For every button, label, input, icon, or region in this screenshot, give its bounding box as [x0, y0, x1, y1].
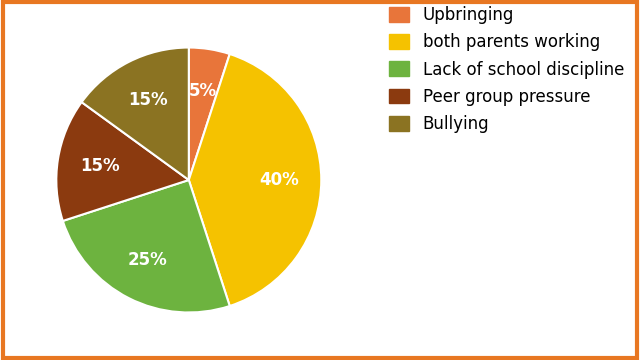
Wedge shape — [189, 54, 321, 306]
Wedge shape — [82, 48, 189, 180]
Text: 25%: 25% — [128, 251, 168, 269]
Wedge shape — [56, 102, 189, 221]
Wedge shape — [63, 180, 230, 312]
Text: 5%: 5% — [189, 82, 217, 100]
Legend: Upbringing, both parents working, Lack of school discipline, Peer group pressure: Upbringing, both parents working, Lack o… — [389, 6, 624, 133]
Text: 15%: 15% — [80, 157, 120, 175]
Text: 40%: 40% — [259, 171, 299, 189]
Wedge shape — [189, 48, 230, 180]
Text: 15%: 15% — [128, 91, 168, 109]
